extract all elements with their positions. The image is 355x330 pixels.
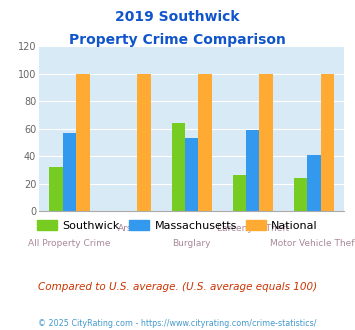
Text: Property Crime Comparison: Property Crime Comparison [69,33,286,47]
Text: Burglary: Burglary [173,239,211,248]
Bar [246,130,260,211]
Bar [63,133,76,211]
Bar [307,155,321,211]
Bar [198,74,212,211]
Text: 2019 Southwick: 2019 Southwick [115,10,240,24]
Bar [321,74,334,211]
Bar [185,138,198,211]
Bar [294,178,307,211]
Text: Arson: Arson [118,224,143,233]
Bar [171,123,185,211]
Bar [137,74,151,211]
Bar [76,74,90,211]
Bar [260,74,273,211]
Text: © 2025 CityRating.com - https://www.cityrating.com/crime-statistics/: © 2025 CityRating.com - https://www.city… [38,319,317,328]
Text: Larceny & Theft: Larceny & Theft [217,224,289,233]
Text: All Property Crime: All Property Crime [28,239,111,248]
Bar [49,167,63,211]
Bar [233,176,246,211]
Legend: Southwick, Massachusetts, National: Southwick, Massachusetts, National [33,215,322,235]
Text: Compared to U.S. average. (U.S. average equals 100): Compared to U.S. average. (U.S. average … [38,282,317,292]
Text: Motor Vehicle Theft: Motor Vehicle Theft [270,239,355,248]
